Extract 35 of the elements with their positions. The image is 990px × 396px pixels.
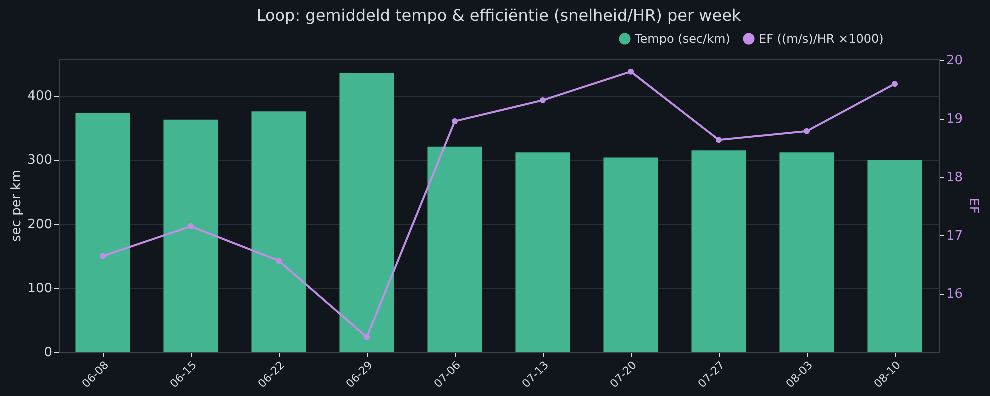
point [364,334,370,340]
y2-axis-title: EF [966,198,982,214]
bar [76,113,130,352]
bar [868,160,922,352]
point [452,118,458,124]
y-tick-label: 300 [28,153,52,168]
bar [164,120,218,352]
legend-label: Tempo (sec/km) [634,32,730,46]
point [276,258,282,264]
bar [340,73,394,352]
y2-tick-label: 20 [946,54,964,69]
point [188,224,194,230]
bar [428,146,482,352]
legend-label: EF ((m/s)/HR ×1000) [759,32,884,46]
y2-tick-label: 17 [946,228,964,244]
y-tick-label: 200 [28,217,52,232]
bar [604,158,658,352]
y-axis-title: sec per km [10,170,25,242]
bar [516,152,570,352]
bar [692,150,746,352]
bar [252,112,306,352]
y2-tick-label: 16 [946,287,964,302]
point [540,97,546,104]
chart-title: Loop: gemiddeld tempo & efficiëntie (snelheid/HR) per week [256,6,742,26]
point [892,81,898,88]
bar [780,152,834,352]
y-tick-label: 100 [28,281,52,296]
y2-tick-label: 19 [946,112,964,128]
point [716,137,722,144]
point [628,68,634,75]
y-tick-label: 0 [44,346,52,360]
y2-tick-label: 18 [946,170,964,186]
point [100,253,106,260]
y-tick-label: 400 [28,89,52,104]
point [804,128,810,134]
